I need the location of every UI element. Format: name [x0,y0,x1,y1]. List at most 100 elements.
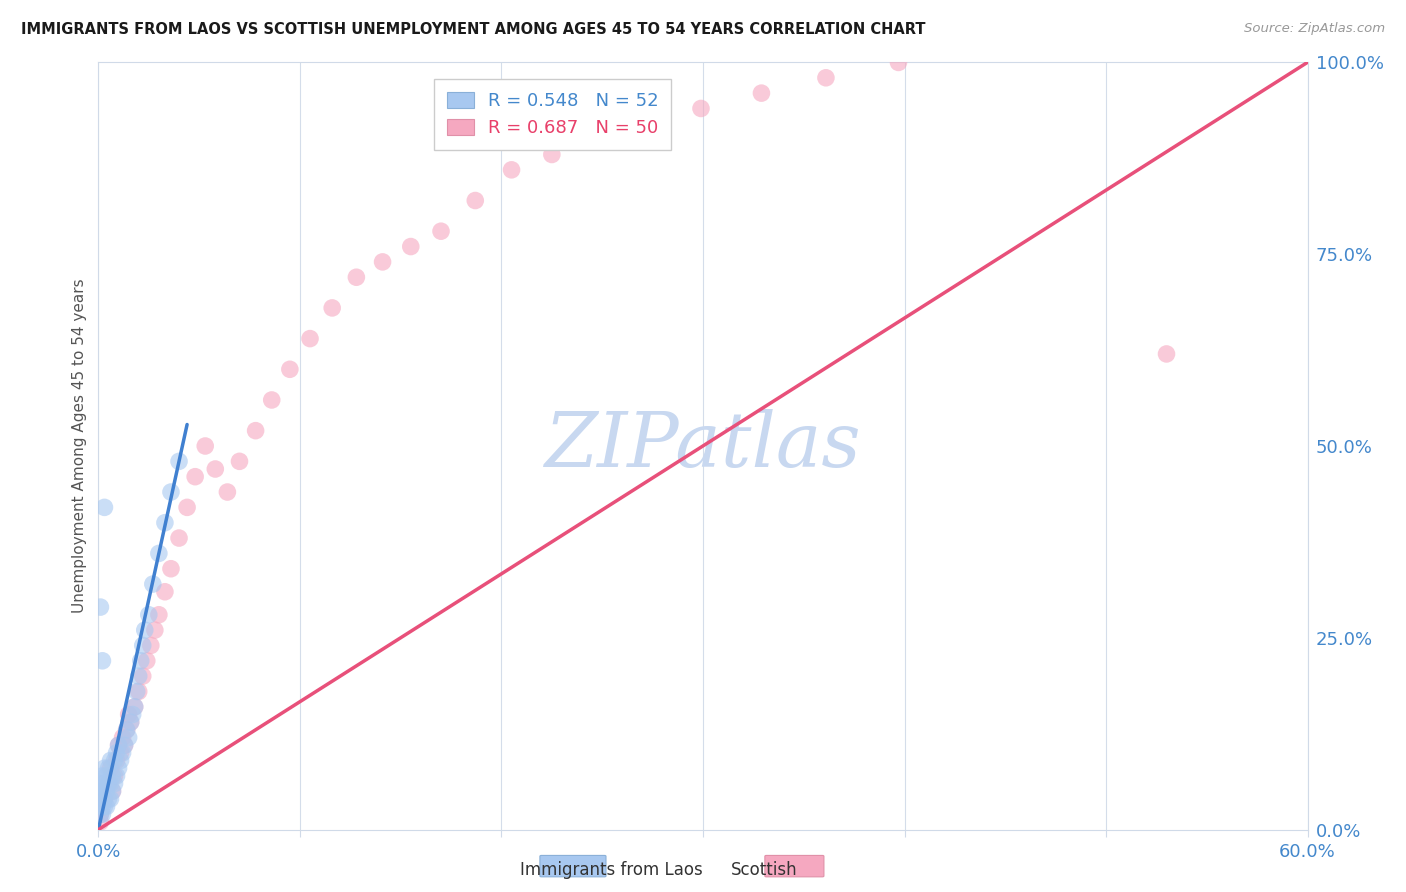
Point [204,462,226,476]
Point [751,86,773,100]
Point [399,239,422,253]
Point [107,761,129,775]
Text: Source: ZipAtlas.com: Source: ZipAtlas.com [1244,22,1385,36]
Point [100,754,122,768]
Point [371,255,394,269]
Point [110,746,132,760]
Point [89,784,111,798]
Point [110,754,132,768]
Point [114,738,136,752]
Point [217,485,239,500]
Point [97,776,120,790]
Point [89,776,111,790]
Point [139,639,162,653]
Point [690,102,713,116]
Point [142,577,165,591]
Point [887,55,910,70]
Point [120,715,142,730]
Point [93,761,115,775]
Point [128,684,150,698]
Point [278,362,301,376]
Point [89,807,111,822]
Point [167,454,190,468]
Point [153,516,176,530]
Point [118,731,141,745]
Point [111,746,134,760]
Point [118,707,141,722]
Point [228,454,250,468]
Point [100,761,122,775]
Point [176,500,198,515]
Point [540,147,562,161]
Point [120,715,142,730]
Point [585,132,607,146]
Text: ZIPatlas: ZIPatlas [544,409,862,483]
Point [89,792,111,806]
Point [153,584,176,599]
Point [814,70,837,85]
Point [160,562,183,576]
Point [91,807,114,822]
Point [132,639,155,653]
Point [321,301,343,315]
Point [105,769,128,783]
Point [103,769,125,783]
Point [148,546,170,560]
Point [101,784,124,798]
Point [299,332,322,346]
Point [96,799,118,814]
Point [89,799,111,814]
Point [148,607,170,622]
Point [93,799,115,814]
Point [89,600,111,615]
Point [114,738,136,752]
Point [260,392,283,407]
Point [636,117,658,131]
Legend: R = 0.548   N = 52, R = 0.687   N = 50: R = 0.548 N = 52, R = 0.687 N = 50 [434,79,671,150]
Point [160,485,183,500]
Point [100,776,122,790]
Point [121,707,143,722]
Point [100,792,122,806]
Point [245,424,267,438]
Text: Scottish: Scottish [731,861,797,879]
Point [93,500,115,515]
Point [194,439,217,453]
Point [464,194,486,208]
Point [101,784,124,798]
Point [91,654,114,668]
Point [138,607,160,622]
Point [501,162,523,177]
Point [105,746,128,760]
Point [134,623,156,637]
Point [115,723,138,737]
Point [97,776,120,790]
Point [1156,347,1178,361]
Point [128,669,150,683]
FancyBboxPatch shape [765,855,824,877]
Text: IMMIGRANTS FROM LAOS VS SCOTTISH UNEMPLOYMENT AMONG AGES 45 TO 54 YEARS CORRELAT: IMMIGRANTS FROM LAOS VS SCOTTISH UNEMPLO… [21,22,925,37]
Point [125,684,148,698]
Point [96,784,118,798]
Point [129,654,152,668]
Point [91,799,114,814]
Point [97,761,120,775]
Point [91,784,114,798]
Point [97,792,120,806]
Point [103,776,125,790]
Point [344,270,367,285]
Text: Immigrants from Laos: Immigrants from Laos [520,861,703,879]
Point [184,469,207,483]
Point [93,776,115,790]
Point [430,224,453,238]
Point [107,738,129,752]
Point [105,754,128,768]
Point [93,792,115,806]
Y-axis label: Unemployment Among Ages 45 to 54 years: Unemployment Among Ages 45 to 54 years [72,278,87,614]
Point [143,623,166,637]
Point [93,792,115,806]
Point [115,723,138,737]
Point [91,769,114,783]
Point [89,814,111,829]
Point [103,754,125,768]
